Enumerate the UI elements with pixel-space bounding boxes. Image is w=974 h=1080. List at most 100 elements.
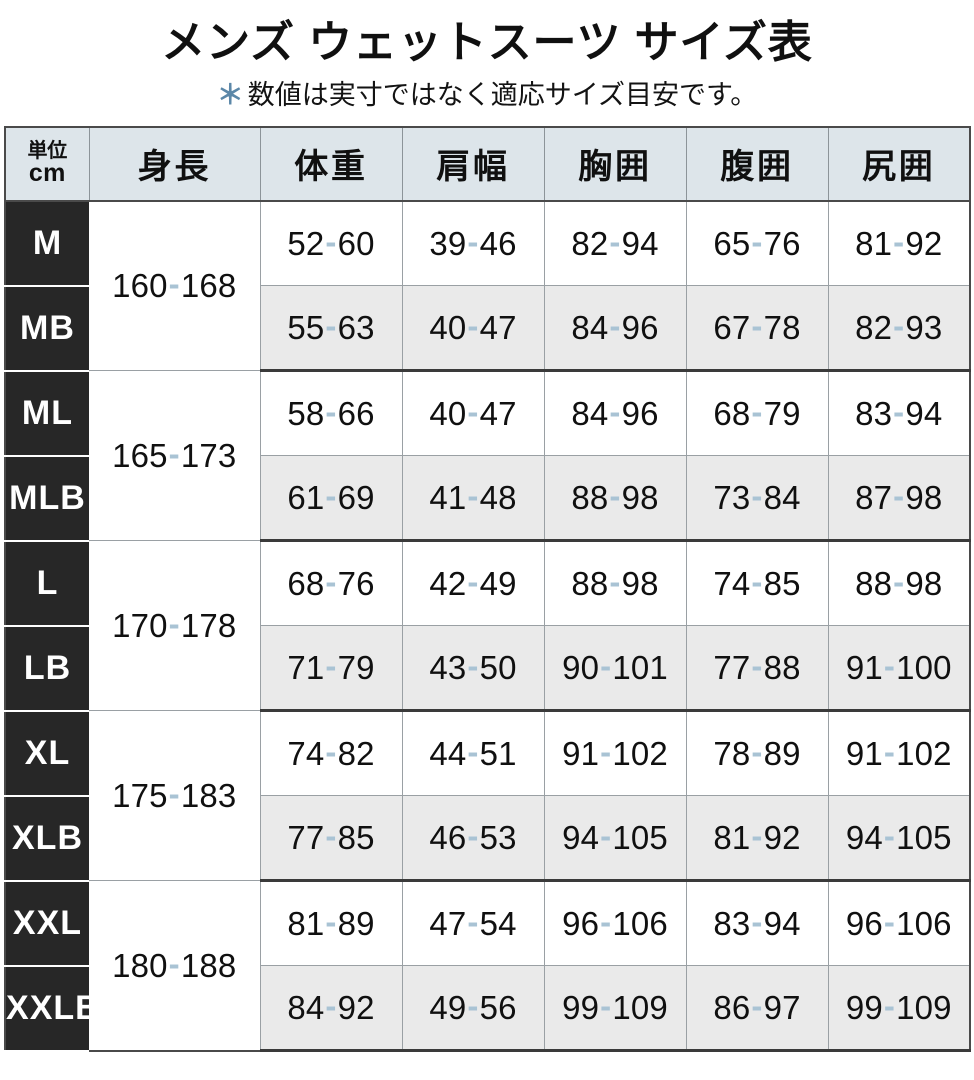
weight-max: 79 <box>337 648 375 686</box>
waist-min: 67 <box>713 308 751 346</box>
waist-min: 74 <box>713 564 751 602</box>
range-dash-icon: - <box>325 816 337 854</box>
shoulder-min: 43 <box>429 648 467 686</box>
range-dash-icon: - <box>325 986 337 1024</box>
hip-max: 93 <box>905 308 943 346</box>
range-dash-icon: - <box>883 646 896 684</box>
cell-shoulder: 39-46 <box>402 200 545 287</box>
cell-hip: 82-93 <box>828 285 970 373</box>
range-dash-icon: - <box>325 732 337 770</box>
chest-min: 90 <box>562 648 600 686</box>
cell-weight: 68-76 <box>260 540 403 627</box>
cell-chest: 84-96 <box>544 285 687 373</box>
chest-max: 96 <box>621 308 659 346</box>
waist-min: 83 <box>713 904 751 942</box>
weight-min: 52 <box>287 224 325 262</box>
chest-max: 98 <box>621 478 659 516</box>
weight-max: 66 <box>337 394 375 432</box>
hip-min: 94 <box>845 818 883 856</box>
cell-hip: 91-102 <box>828 710 970 797</box>
header-row: 単位 cm 身長 体重 肩幅 胸囲 腹囲 尻囲 <box>5 126 970 202</box>
weight-min: 58 <box>287 394 325 432</box>
subtitle-text: 数値は実寸ではなく適応サイズ目安です。 <box>247 79 758 110</box>
cell-weight: 71-79 <box>260 625 403 713</box>
weight-max: 63 <box>337 308 375 346</box>
waist-max: 85 <box>763 564 801 602</box>
table-row: M 160-168 52-60 39-46 82-94 65-76 81-92 <box>5 200 970 372</box>
chest-min: 84 <box>571 394 609 432</box>
header-hip: 尻囲 <box>828 126 970 202</box>
hip-max: 98 <box>905 478 943 516</box>
header-unit: 単位 cm <box>5 126 90 202</box>
chest-min: 94 <box>562 818 600 856</box>
range-dash-icon: - <box>751 222 763 260</box>
cell-chest: 94-105 <box>544 795 687 883</box>
cell-weight: 84-92 <box>260 965 403 1053</box>
range-dash-icon: - <box>883 902 896 940</box>
cell-height: 175-183 <box>89 710 261 882</box>
range-dash-icon: - <box>751 476 763 514</box>
cell-shoulder: 49-56 <box>402 965 545 1053</box>
height-max: 168 <box>180 267 237 305</box>
range-dash-icon: - <box>751 986 763 1024</box>
weight-max: 92 <box>337 988 375 1026</box>
shoulder-min: 41 <box>429 478 467 516</box>
range-dash-icon: - <box>467 392 479 430</box>
waist-max: 79 <box>763 394 801 432</box>
shoulder-min: 42 <box>429 564 467 602</box>
cell-waist: 81-92 <box>686 795 829 883</box>
shoulder-max: 47 <box>479 308 517 346</box>
cell-hip: 99-109 <box>828 965 970 1053</box>
page-subtitle: ＊数値は実寸ではなく適応サイズ目安です。 <box>0 79 974 111</box>
range-dash-icon: - <box>751 646 763 684</box>
hip-min: 88 <box>855 564 893 602</box>
range-dash-icon: - <box>751 306 763 344</box>
shoulder-min: 39 <box>429 224 467 262</box>
waist-max: 76 <box>763 224 801 262</box>
table-row: LB 71-79 43-50 90-101 77-88 91-100 <box>5 625 970 713</box>
range-dash-icon: - <box>609 222 621 260</box>
height-max: 173 <box>180 436 237 474</box>
cell-size-label: ML <box>5 370 89 457</box>
cell-weight: 77-85 <box>260 795 403 883</box>
chest-max: 105 <box>612 818 668 856</box>
range-dash-icon: - <box>467 306 479 344</box>
cell-weight: 81-89 <box>260 880 403 967</box>
cell-weight: 58-66 <box>260 370 403 457</box>
weight-min: 55 <box>287 308 325 346</box>
hip-max: 98 <box>905 564 943 602</box>
height-max: 188 <box>180 946 237 984</box>
waist-min: 77 <box>713 648 751 686</box>
cell-hip: 88-98 <box>828 540 970 627</box>
range-dash-icon: - <box>600 816 612 854</box>
asterisk-icon: ＊ <box>216 79 244 110</box>
table-body: M 160-168 52-60 39-46 82-94 65-76 81-92 MB 55-63… <box>5 200 970 1053</box>
waist-min: 65 <box>713 224 751 262</box>
weight-min: 71 <box>287 648 325 686</box>
range-dash-icon: - <box>168 774 180 812</box>
cell-size-label: XXLB <box>5 965 100 1052</box>
range-dash-icon: - <box>467 222 479 260</box>
waist-max: 78 <box>763 308 801 346</box>
range-dash-icon: - <box>893 222 905 260</box>
shoulder-min: 40 <box>429 394 467 432</box>
cell-shoulder: 47-54 <box>402 880 545 967</box>
header-shoulder: 肩幅 <box>402 126 545 202</box>
cell-waist: 67-78 <box>686 285 829 373</box>
range-dash-icon: - <box>325 646 337 684</box>
cell-hip: 96-106 <box>828 880 970 967</box>
cell-height: 160-168 <box>89 200 261 372</box>
cell-weight: 74-82 <box>260 710 403 797</box>
height-min: 170 <box>112 606 168 644</box>
weight-min: 77 <box>287 818 325 856</box>
range-dash-icon: - <box>168 944 180 982</box>
shoulder-max: 50 <box>479 648 517 686</box>
cell-weight: 61-69 <box>260 455 403 543</box>
shoulder-max: 46 <box>479 224 517 262</box>
chart-heading: メンズ ウェットスーツ サイズ表 ＊数値は実寸ではなく適応サイズ目安です。 <box>0 0 974 117</box>
range-dash-icon: - <box>893 392 905 430</box>
cell-chest: 96-106 <box>544 880 687 967</box>
shoulder-max: 51 <box>479 734 517 772</box>
cell-size-label: MLB <box>5 455 89 542</box>
cell-hip: 81-92 <box>828 200 970 287</box>
